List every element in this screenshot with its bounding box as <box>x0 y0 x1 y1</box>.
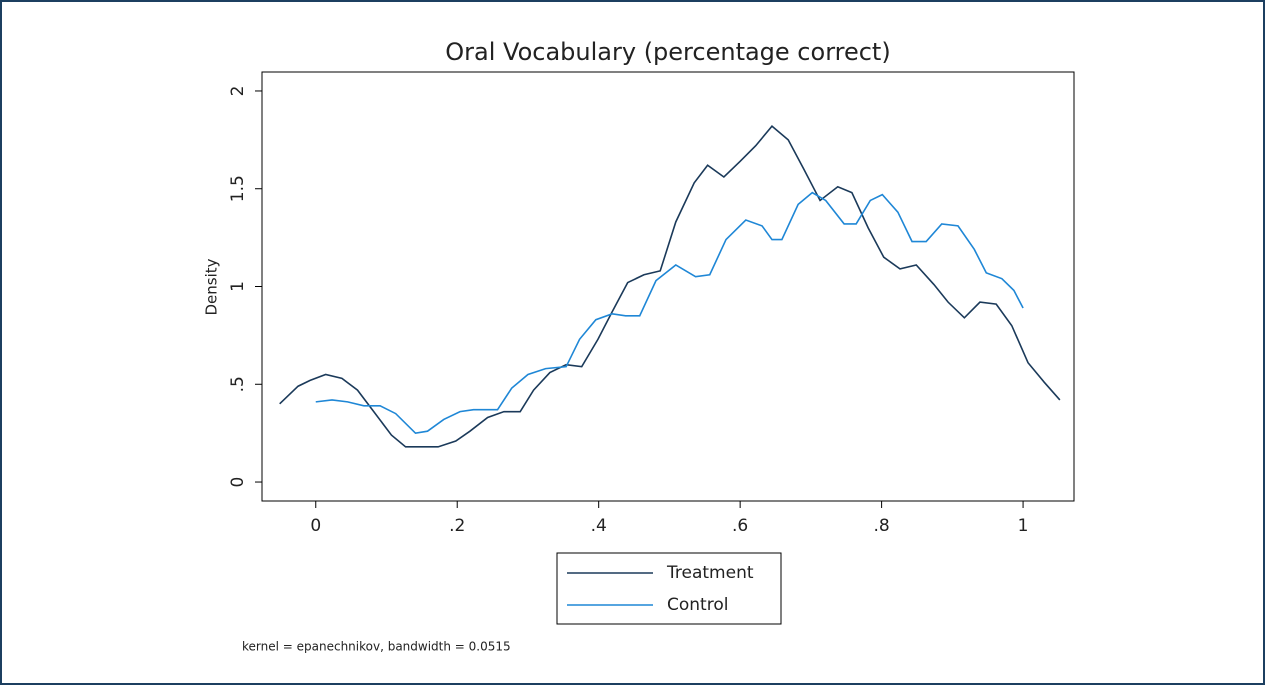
x-tick-label: .8 <box>873 516 889 536</box>
x-tick-label: 1 <box>1018 516 1029 536</box>
series-line <box>279 125 1061 448</box>
x-tick-label: 0 <box>310 516 321 536</box>
x-tick-label: .4 <box>591 516 607 536</box>
chart-title: Oral Vocabulary (percentage correct) <box>445 38 890 66</box>
note: kernel = epanechnikov, bandwidth = 0.051… <box>242 640 511 654</box>
x-tick-label: .2 <box>449 516 465 536</box>
y-tick-label: 2 <box>228 86 248 97</box>
y-tick-label: .5 <box>228 376 248 392</box>
y-axis-label: Density <box>203 258 221 315</box>
legend-box <box>556 552 782 625</box>
x-tick-label: .6 <box>732 516 748 536</box>
y-tick-label: 1 <box>228 281 248 292</box>
y-tick-label: 1.5 <box>228 175 248 202</box>
series-line <box>315 191 1024 435</box>
legend-label: Control <box>667 595 728 615</box>
y-tick-label: 0 <box>228 477 248 488</box>
legend-label: Treatment <box>666 563 754 583</box>
